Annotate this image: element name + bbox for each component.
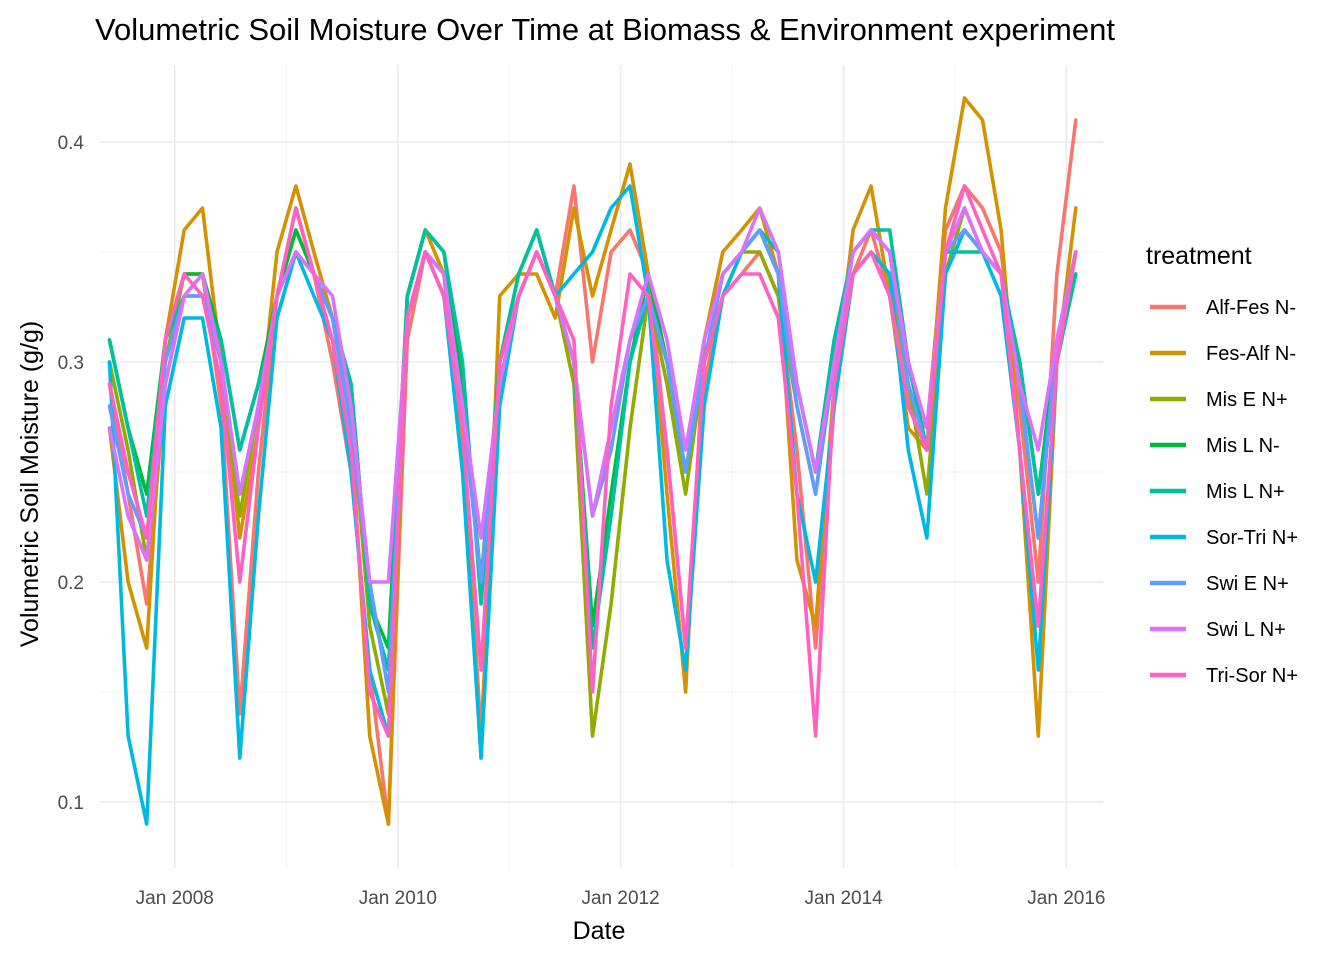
x-axis-ticks: Jan 2008 Jan 2010 Jan 2012 Jan 2014 Jan 2016 — [136, 888, 1106, 909]
series-line-fes-alf-n- — [107, 96, 1078, 826]
legend-label: Mis L N- — [1206, 435, 1280, 457]
legend-label: Swi L N+ — [1206, 619, 1286, 641]
y-axis-title: Volumetric Soil Moisture (g/g) — [16, 321, 44, 648]
legend-label: Mis L N+ — [1206, 481, 1285, 503]
x-tick-label: Jan 2008 — [136, 888, 214, 909]
legend: treatment Alf-Fes N- Fes-Alf N- Mis E N+ Mi… — [1146, 242, 1298, 687]
x-tick-label: Jan 2014 — [805, 888, 884, 909]
y-tick-label: 0.2 — [58, 573, 84, 594]
legend-label: Alf-Fes N- — [1206, 297, 1296, 319]
x-tick-label: Jan 2012 — [581, 888, 659, 909]
legend-item: Sor-Tri N+ — [1150, 527, 1298, 549]
legend-item: Swi E N+ — [1150, 573, 1289, 595]
x-tick-label: Jan 2016 — [1027, 888, 1105, 909]
chart-title: Volumetric Soil Moisture Over Time at Bi… — [95, 12, 1115, 47]
legend-label: Sor-Tri N+ — [1206, 527, 1298, 549]
x-tick-label: Jan 2010 — [359, 888, 437, 909]
legend-label: Fes-Alf N- — [1206, 343, 1296, 365]
y-tick-label: 0.4 — [58, 133, 85, 154]
legend-item: Mis L N+ — [1150, 481, 1285, 503]
legend-item: Swi L N+ — [1150, 619, 1286, 641]
legend-item: Mis L N- — [1150, 435, 1280, 457]
legend-item: Mis E N+ — [1150, 389, 1288, 411]
legend-label: Mis E N+ — [1206, 389, 1288, 411]
legend-item: Alf-Fes N- — [1150, 297, 1296, 319]
y-tick-label: 0.3 — [58, 353, 84, 374]
x-axis-title: Date — [573, 917, 626, 945]
legend-item: Tri-Sor N+ — [1150, 665, 1298, 687]
legend-label: Tri-Sor N+ — [1206, 665, 1298, 687]
series-line-sor-tri-n- — [107, 184, 1078, 826]
y-tick-label: 0.1 — [58, 793, 84, 814]
series-line-tri-sor-n- — [107, 184, 1078, 738]
legend-item: Fes-Alf N- — [1150, 343, 1296, 365]
legend-title: treatment — [1146, 242, 1252, 270]
series-lines — [107, 96, 1078, 826]
legend-label: Swi E N+ — [1206, 573, 1289, 595]
legend-items: Alf-Fes N- Fes-Alf N- Mis E N+ Mis L N- Mis … — [1150, 297, 1298, 687]
y-axis-ticks: 0.1 0.2 0.3 0.4 — [58, 133, 85, 814]
